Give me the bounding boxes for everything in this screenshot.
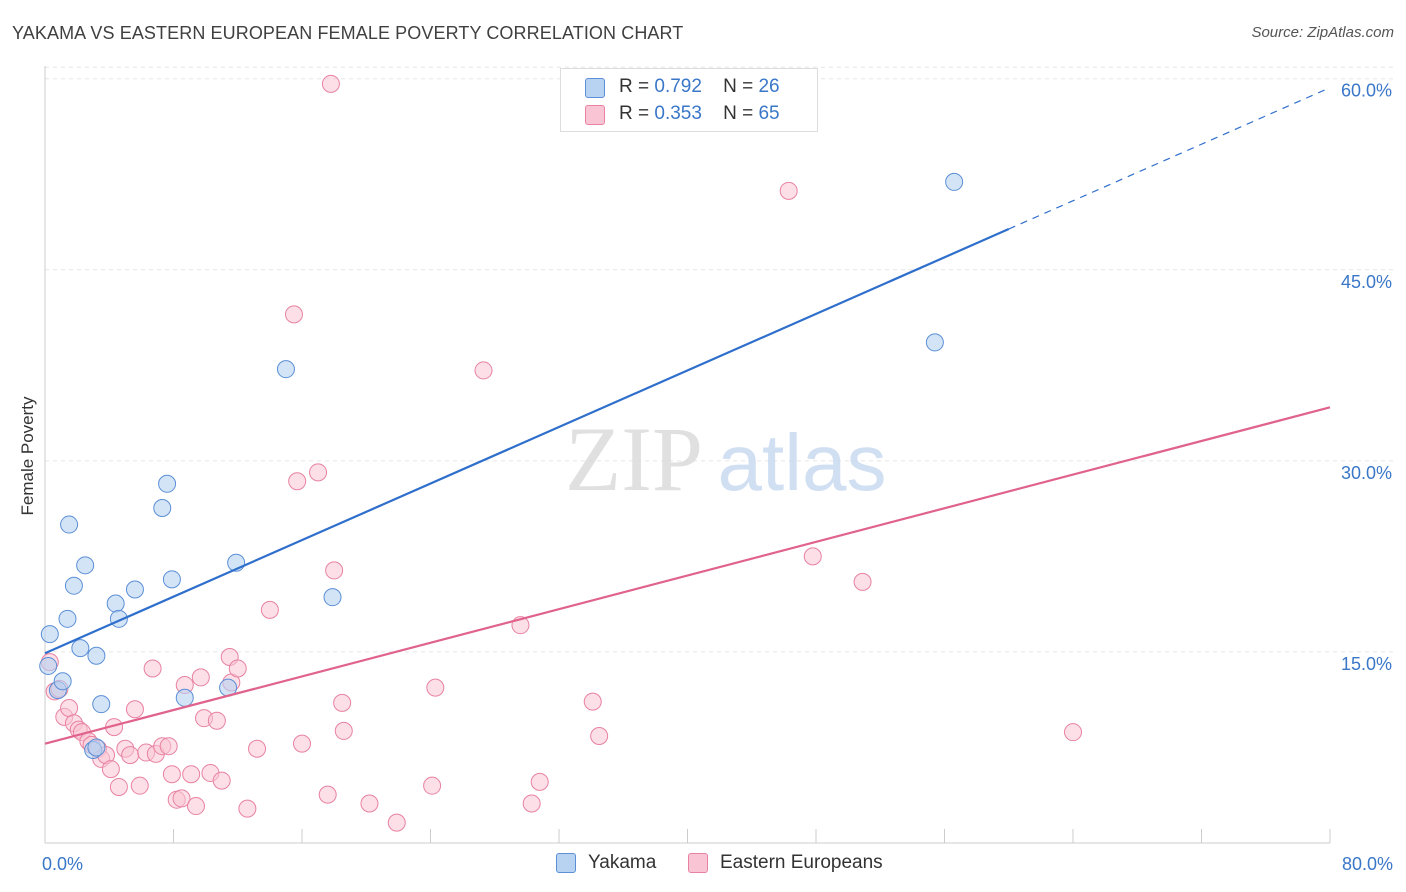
data-point-eastern-europeans (182, 765, 201, 784)
data-point-eastern-europeans (318, 785, 337, 804)
data-point-eastern-europeans (121, 746, 140, 765)
data-point-eastern-europeans (423, 776, 442, 795)
trendline-eastern-europeans (44, 406, 1331, 745)
legend-swatch-yakama (585, 78, 605, 98)
bottom-legend-swatch-yakama (556, 853, 576, 873)
data-point-eastern-europeans (1064, 723, 1082, 742)
data-point-yakama (125, 580, 144, 599)
x-tick-label-min: 0.0% (42, 854, 83, 874)
data-point-eastern-europeans (321, 74, 340, 93)
data-point-yakama (92, 695, 111, 714)
data-point-eastern-europeans (474, 361, 493, 380)
data-point-yakama (106, 594, 125, 613)
data-point-eastern-europeans (426, 678, 445, 697)
data-point-yakama (153, 498, 172, 517)
data-point-yakama (175, 688, 194, 707)
legend-r-value-eastern: 0.353 (654, 103, 702, 124)
data-point-eastern-europeans (333, 693, 352, 712)
data-point-eastern-europeans (325, 561, 344, 580)
data-point-yakama (53, 672, 72, 691)
data-point-eastern-europeans (360, 794, 379, 813)
data-point-eastern-europeans (309, 463, 328, 482)
legend-swatch-eastern (585, 105, 605, 125)
data-point-eastern-europeans (172, 789, 191, 808)
data-point-yakama (162, 570, 181, 589)
data-point-eastern-europeans (109, 777, 128, 796)
data-point-yakama (276, 360, 295, 379)
chart-source: Source: ZipAtlas.com (1251, 24, 1394, 41)
trendlines (44, 87, 1331, 745)
data-point-eastern-europeans (125, 700, 144, 719)
data-point-yakama (323, 588, 342, 607)
data-point-yakama (40, 625, 59, 644)
y-tick-label: 45.0% (1341, 272, 1392, 292)
data-point-eastern-europeans (288, 472, 307, 491)
data-point-eastern-europeans (130, 776, 149, 795)
data-point-eastern-europeans (530, 772, 549, 791)
y-axis-label: Female Poverty (18, 396, 37, 516)
data-point-yakama (58, 609, 77, 628)
data-point-eastern-europeans (387, 813, 406, 832)
data-point-eastern-europeans (248, 739, 267, 758)
data-point-yakama (71, 639, 90, 658)
watermark-atlas: atlas (718, 418, 887, 507)
data-point-eastern-europeans (334, 721, 353, 740)
data-point-eastern-europeans (212, 771, 231, 790)
watermark-zip: ZIP (565, 408, 703, 510)
legend-n-value-yakama: 26 (758, 76, 780, 97)
data-point-yakama (925, 333, 944, 352)
legend-r-label: R = (619, 103, 650, 124)
tick-labels: 15.0% 30.0% 45.0% 60.0% 0.0% 80.0% (42, 81, 1393, 874)
data-point-eastern-europeans (228, 659, 247, 678)
bottom-legend-label-eastern: Eastern Europeans (720, 852, 883, 873)
correlation-legend: R = 0.792 N = 26 R = 0.353 N = 65 (560, 68, 818, 132)
chart-title: YAKAMA VS EASTERN EUROPEAN FEMALE POVERT… (12, 23, 684, 43)
series-eastern-europeans (40, 74, 1082, 832)
data-point-eastern-europeans (101, 760, 120, 779)
watermark: ZIP atlas (565, 408, 886, 510)
data-point-eastern-europeans (143, 659, 162, 678)
y-tick-label: 60.0% (1341, 81, 1392, 101)
data-point-yakama (76, 556, 95, 575)
data-point-eastern-europeans (803, 547, 822, 566)
data-point-yakama (60, 515, 79, 534)
data-point-eastern-europeans (186, 797, 205, 816)
data-point-yakama (87, 738, 106, 757)
y-tick-label: 15.0% (1341, 654, 1392, 674)
data-point-yakama (945, 172, 964, 191)
legend-n-label: N = (723, 76, 754, 97)
data-point-eastern-europeans (779, 181, 798, 200)
data-point-eastern-europeans (207, 711, 226, 730)
legend-r-label: R = (619, 76, 650, 97)
x-tick-label-max: 80.0% (1342, 854, 1393, 874)
legend-text-eastern: R = 0.353 N = 65 (619, 103, 780, 125)
data-point-yakama (64, 576, 83, 595)
axis-layer (44, 66, 1331, 844)
trendline-yakama-extension (1008, 87, 1331, 230)
data-point-eastern-europeans (238, 799, 257, 818)
legend-n-label: N = (723, 103, 754, 124)
trendline-yakama (44, 228, 1010, 655)
bottom-legend-swatch-eastern (688, 853, 708, 873)
data-point-eastern-europeans (159, 737, 178, 756)
legend-r-value-yakama: 0.792 (654, 76, 702, 97)
data-point-yakama (158, 474, 177, 493)
data-point-eastern-europeans (590, 727, 609, 746)
bottom-legend-label-yakama: Yakama (588, 852, 657, 873)
data-point-eastern-europeans (284, 305, 303, 324)
data-point-eastern-europeans (522, 794, 541, 813)
data-point-eastern-europeans (162, 765, 181, 784)
data-point-eastern-europeans (60, 698, 79, 717)
legend-n-value-eastern: 65 (758, 103, 780, 124)
data-point-eastern-europeans (853, 572, 872, 591)
data-point-eastern-europeans (260, 600, 279, 619)
y-tick-label: 30.0% (1341, 463, 1392, 483)
data-point-eastern-europeans (583, 692, 602, 711)
data-point-eastern-europeans (293, 734, 311, 753)
legend-text-yakama: R = 0.792 N = 26 (619, 76, 780, 98)
data-point-eastern-europeans (191, 668, 210, 687)
data-point-yakama (87, 646, 106, 665)
data-point-yakama (39, 656, 58, 675)
